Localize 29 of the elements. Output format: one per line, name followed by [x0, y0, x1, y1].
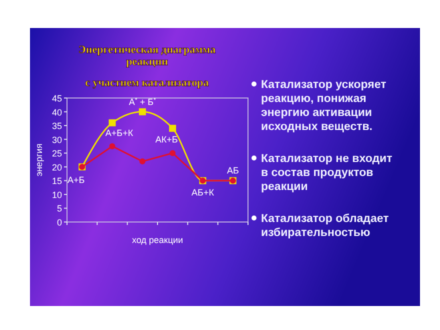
point	[139, 158, 146, 164]
data-label: АБ+К	[192, 188, 215, 198]
chart-subtitle: с участием катализатора	[85, 77, 210, 89]
point	[108, 119, 116, 126]
data-label: А$^{*}$ + Б$^{*}$	[128, 96, 157, 107]
y-tick-label: 0	[56, 218, 62, 228]
y-tick-label: 35	[52, 121, 62, 132]
y-tick-label: 45	[52, 94, 62, 104]
data-label: А+Б	[67, 174, 85, 185]
y-tick-label: 40	[52, 107, 62, 118]
point	[109, 143, 116, 150]
point	[170, 150, 176, 156]
point	[169, 124, 176, 132]
y-axis-title: энергия	[34, 144, 44, 176]
text: Катализатор обладает избирательностью	[261, 213, 390, 239]
data-label: АК+Б	[155, 134, 178, 144]
data-label: А+Б+К	[105, 128, 134, 138]
data-label: АБ	[226, 166, 239, 176]
chart-title: Энергетическая диаграмма реакции	[78, 44, 216, 68]
y-tick-label: 30	[52, 134, 62, 145]
y-tick-label: 5	[56, 204, 62, 214]
y-tick-label: 25	[52, 148, 62, 159]
y-tick-label: 10	[52, 190, 62, 200]
x-axis-title: ход реакции	[132, 235, 184, 245]
text: Катализатор не входит в состав продуктов реакции	[261, 153, 393, 193]
point	[138, 108, 146, 116]
y-tick-label: 15	[52, 176, 62, 186]
y-tick-label: 20	[52, 162, 62, 172]
text: Катализатор ускоряет реакцию, понижая энергию активации исходных веществ.	[261, 79, 387, 133]
